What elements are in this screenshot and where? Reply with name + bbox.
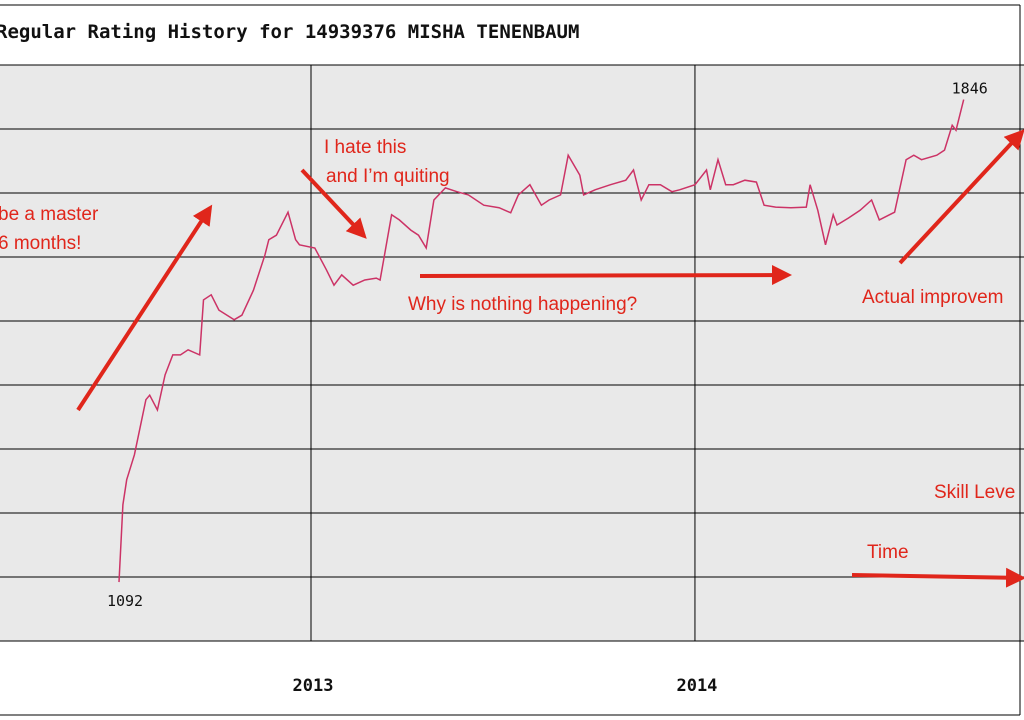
data-label: 1846 (952, 80, 988, 98)
annotation: 6 months! (0, 233, 81, 254)
annotation: I hate this (324, 137, 406, 158)
annotation: Skill Leve (934, 482, 1015, 503)
x-tick-label: 2013 (293, 676, 334, 696)
annotation: Actual improvem (862, 287, 1004, 308)
arrow (76, 204, 213, 412)
marks: 1092 1846 (107, 80, 988, 611)
arrow (300, 168, 367, 239)
arrow (851, 567, 1024, 588)
chart-title: Regular Rating History for 14939376 MISH… (0, 21, 579, 43)
annotation: Time (867, 542, 909, 563)
annotation: Why is nothing happening? (408, 294, 637, 315)
plot-area (0, 65, 1024, 641)
annotation: and I’m quiting (326, 166, 450, 187)
arrow (419, 265, 792, 286)
annotation: be a master (0, 204, 99, 225)
rating-line (118, 99, 965, 583)
grid: 2013 2014 (0, 64, 1024, 696)
arrow (898, 129, 1024, 265)
x-tick-label: 2014 (676, 676, 717, 696)
data-label: 1092 (107, 592, 143, 610)
annotations: be a master 6 months! I hate this and I’m q… (0, 129, 1024, 588)
